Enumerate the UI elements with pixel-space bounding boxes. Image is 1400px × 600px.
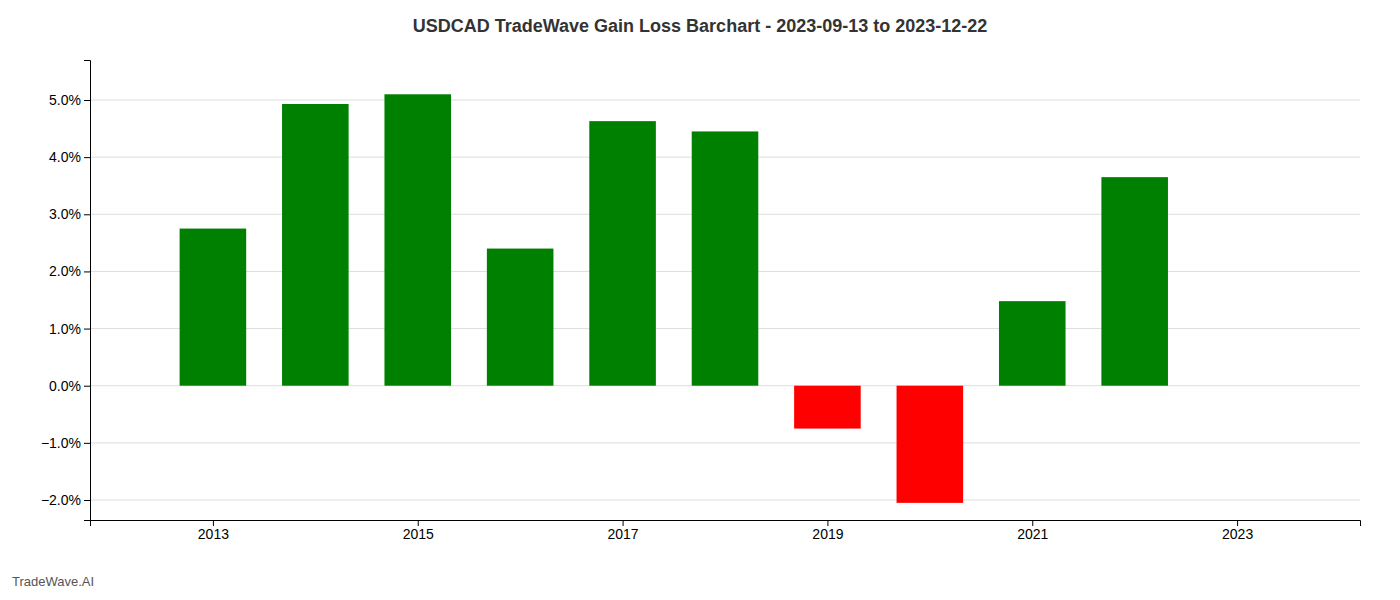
bar	[589, 121, 656, 386]
y-tick-mark	[84, 157, 90, 158]
x-tick-label: 2015	[403, 526, 434, 542]
bar	[794, 386, 861, 429]
grid-line	[90, 442, 1360, 443]
x-tick: 2017	[608, 520, 639, 542]
y-axis: −2.0% −1.0% 0.0% 1.0% 2.0% 3.0% 4.0% 5.0%	[41, 61, 91, 521]
grid	[90, 100, 1360, 500]
y-tick-label: 1.0%	[49, 321, 81, 337]
x-tick: 2021	[1017, 520, 1048, 542]
bars	[180, 94, 1168, 503]
grid-line	[90, 100, 1360, 101]
y-tick-mark	[84, 386, 90, 387]
title: USDCAD TradeWave Gain Loss Barchart - 20…	[413, 16, 988, 36]
bar	[282, 104, 349, 386]
y-tick-mark	[84, 329, 90, 330]
x-tick: 2023	[1222, 520, 1253, 542]
y-tick-label: −2.0%	[41, 492, 81, 508]
bar	[180, 229, 247, 386]
x-tick-label: 2013	[198, 526, 229, 542]
annotation: TradeWave.AI	[12, 574, 94, 589]
y-tick-mark	[84, 443, 90, 444]
bar	[692, 131, 759, 385]
x-tick: 2019	[812, 520, 843, 542]
y-tick: −1.0%	[41, 435, 90, 451]
y-tick-label: 2.0%	[49, 263, 81, 279]
x-tick-label: 2019	[812, 526, 843, 542]
x-tick-label: 2021	[1017, 526, 1048, 542]
y-tick-label: −1.0%	[41, 435, 81, 451]
y-tick: 5.0%	[49, 92, 90, 108]
bar	[999, 301, 1066, 386]
y-tick: 1.0%	[49, 321, 90, 337]
x-axis-line	[91, 521, 1361, 527]
x-tick-label: 2023	[1222, 526, 1253, 542]
chart-container: −2.0%−1.0%0.0%1.0%2.0%3.0%4.0%5.0%201320…	[0, 0, 1400, 600]
y-tick-mark	[84, 100, 90, 101]
x-tick: 2015	[403, 520, 434, 542]
y-tick-label: 4.0%	[49, 149, 81, 165]
x-axis: 2013 2015 2017 2019 2021 2023	[91, 520, 1361, 542]
x-tick: 2013	[198, 520, 229, 542]
grid-line	[90, 500, 1360, 501]
y-tick-label: 0.0%	[49, 378, 81, 394]
chart-svg: −2.0%−1.0%0.0%1.0%2.0%3.0%4.0%5.0%201320…	[0, 0, 1400, 600]
y-tick-mark	[84, 500, 90, 501]
bar	[487, 249, 554, 386]
y-tick-label: 3.0%	[49, 206, 81, 222]
y-tick: −2.0%	[41, 492, 90, 508]
y-tick-mark	[84, 214, 90, 215]
y-tick: 4.0%	[49, 149, 90, 165]
y-tick-label: 5.0%	[49, 92, 81, 108]
x-tick-label: 2017	[608, 526, 639, 542]
y-tick: 2.0%	[49, 263, 90, 279]
y-tick-mark	[84, 271, 90, 272]
bar	[1101, 177, 1168, 386]
bar	[384, 94, 451, 385]
y-tick: 0.0%	[49, 378, 90, 394]
y-axis-line	[84, 61, 91, 521]
bar	[897, 386, 964, 503]
y-tick: 3.0%	[49, 206, 90, 222]
